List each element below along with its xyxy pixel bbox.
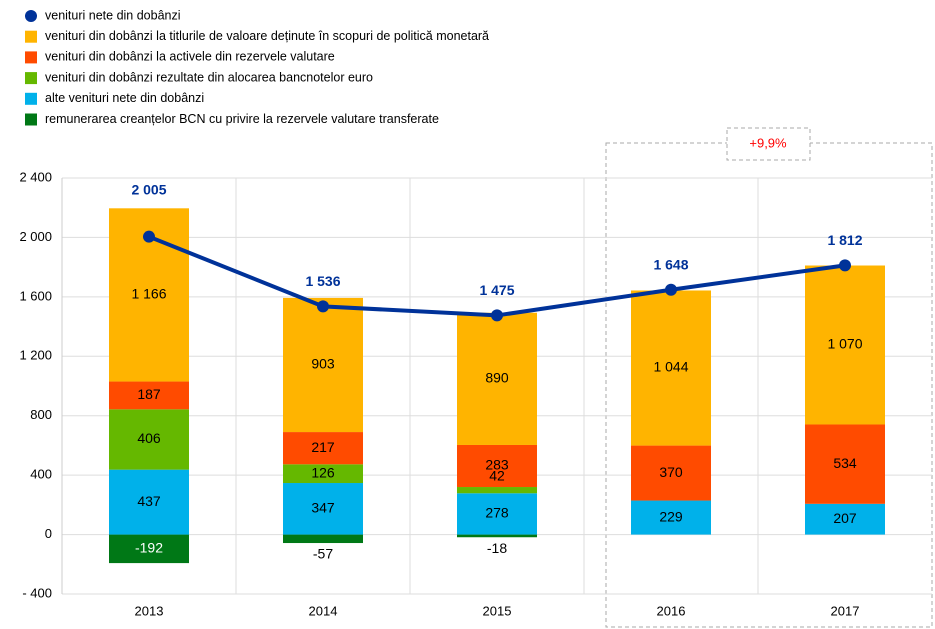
annotation-box: [726, 127, 811, 161]
line-label: 1 536: [305, 273, 340, 289]
x-tick-label: 2015: [483, 603, 512, 618]
annotation: +9,9%: [749, 135, 787, 150]
line-point: [665, 283, 677, 296]
data-label: 283: [485, 457, 509, 473]
bar-segment: [457, 534, 537, 538]
bar-segment: [283, 464, 363, 484]
line-label: 1 648: [653, 256, 688, 272]
data-label: 126: [311, 464, 335, 480]
data-label: 370: [659, 464, 683, 480]
legend-marker: [25, 51, 37, 64]
bar-segment: [631, 445, 711, 501]
bar-segment: [283, 483, 363, 535]
data-label: 278: [485, 505, 509, 521]
y-tick-label: 800: [30, 407, 52, 422]
legend-label: venituri din dobânzi la activele din rez…: [45, 50, 335, 64]
line-point: [143, 230, 155, 243]
data-label: 229: [659, 508, 683, 524]
legend-marker: [25, 30, 37, 43]
legend-label: venituri din dobânzi rezultate din aloca…: [45, 70, 373, 84]
data-label: 1 070: [827, 336, 862, 352]
bar-segment: [109, 469, 189, 535]
bar-segment: [457, 487, 537, 494]
line-point: [839, 259, 851, 272]
legend-marker: [25, 10, 37, 22]
y-tick-label: 1 600: [19, 288, 52, 303]
bar-segment: [457, 444, 537, 488]
x-tick-label: 2013: [135, 603, 164, 618]
data-label: -18: [487, 540, 507, 556]
line-label: 1 812: [827, 232, 862, 248]
bar-segment: [109, 409, 189, 470]
data-label: 1 044: [653, 359, 688, 375]
legend-marker: [25, 92, 37, 105]
y-tick-label: - 400: [22, 585, 52, 600]
y-tick-label: 400: [30, 467, 52, 482]
data-label: 903: [311, 356, 335, 372]
data-label: -192: [135, 540, 163, 556]
data-label: 1 166: [131, 286, 166, 302]
bar-segment: [109, 381, 189, 410]
bar-segment: [631, 290, 711, 446]
line-point: [491, 309, 503, 322]
y-tick-label: 2 000: [19, 229, 52, 244]
bar-segment: [283, 432, 363, 465]
legend-marker: [25, 113, 37, 126]
data-label: 406: [137, 430, 161, 446]
legend-label: venituri nete din dobânzi: [45, 8, 181, 22]
data-label: 187: [137, 386, 161, 402]
bar-segment: [283, 534, 363, 544]
data-label: 437: [137, 493, 161, 509]
legend-label: remunerarea creanțelor BCN cu privire la…: [45, 112, 439, 126]
line: [148, 234, 846, 318]
legend-label: alte venituri nete din dobânzi: [45, 91, 204, 105]
legend-label: venituri din dobânzi la titlurile de val…: [45, 29, 489, 43]
data-label: -57: [313, 546, 333, 562]
bar-segment: [457, 312, 537, 445]
line-label: 1 475: [479, 282, 514, 298]
legend-marker: [25, 72, 37, 85]
data-label: 207: [833, 510, 857, 526]
data-label: 534: [833, 455, 857, 471]
x-tick-label: 2016: [657, 603, 686, 618]
bar-segment: [457, 493, 537, 535]
bar-segment: [631, 500, 711, 535]
x-tick-label: 2017: [831, 603, 860, 618]
data-label: 42: [489, 468, 505, 484]
x-tick-label: 2014: [309, 603, 338, 618]
y-tick-label: 0: [45, 526, 52, 541]
y-tick-label: 1 200: [19, 348, 52, 363]
data-label: 890: [485, 370, 509, 386]
bar-segment: [805, 424, 885, 504]
data-label: 217: [311, 439, 335, 455]
data-label: 347: [311, 499, 335, 515]
y-tick-label: 2 400: [19, 169, 52, 184]
line-point: [317, 300, 329, 313]
bar-segment: [109, 534, 189, 564]
bar-segment: [283, 297, 363, 433]
bar-segment: [805, 265, 885, 425]
bar-segment: [805, 503, 885, 535]
line-label: 2 005: [131, 181, 166, 197]
